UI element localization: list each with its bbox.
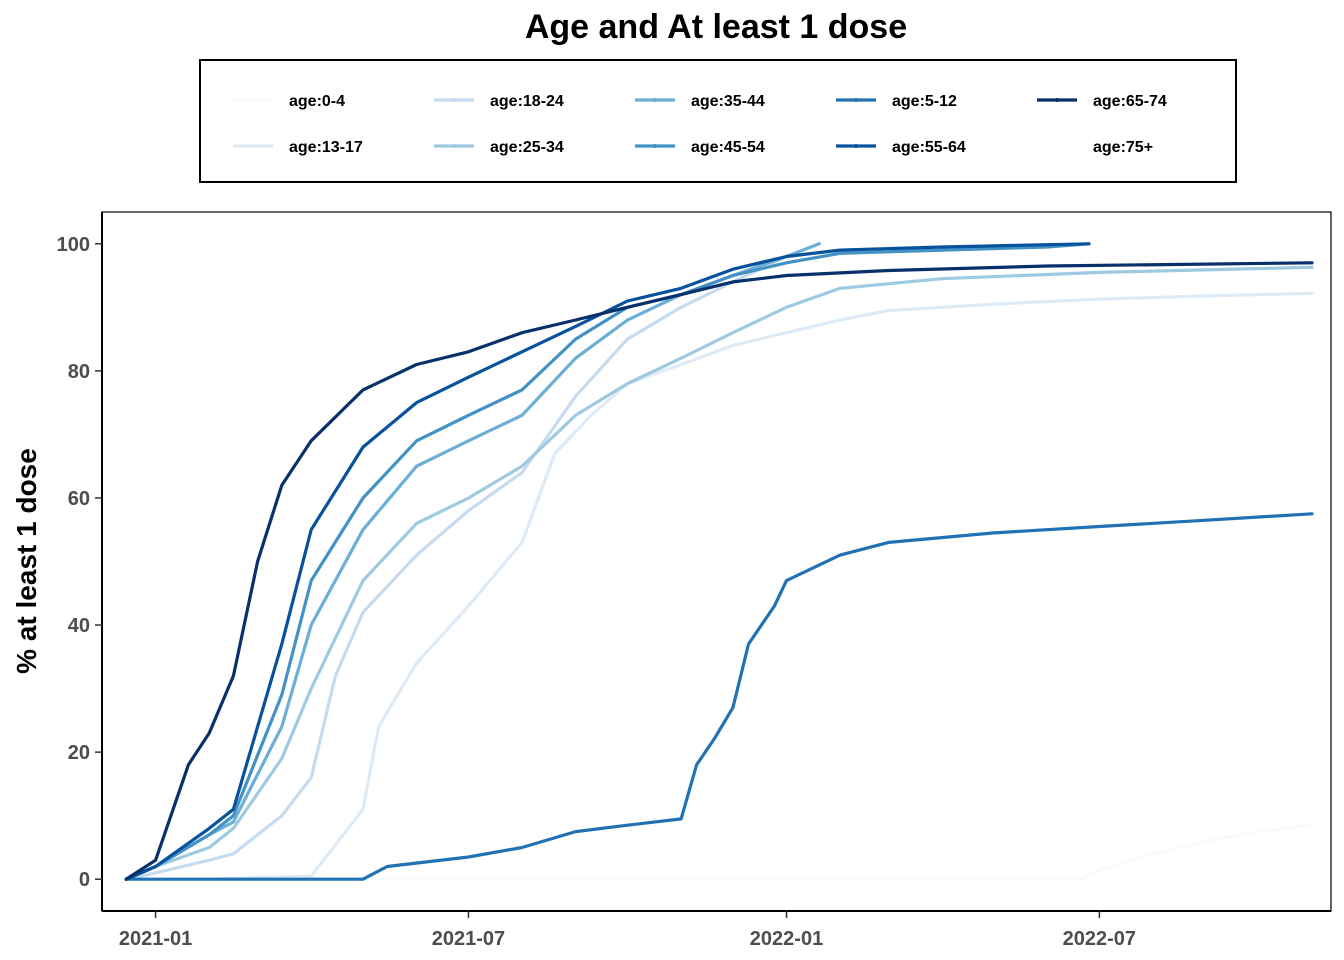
y-tick-label: 40 <box>68 615 90 637</box>
series-line-3 <box>124 265 1314 881</box>
legend-item: age:65-74 <box>1037 93 1167 110</box>
legend-item: age:18-24 <box>434 93 564 110</box>
y-ticks: 0 20 40 60 80 100 <box>57 234 102 891</box>
legend-key-point <box>452 98 456 102</box>
legend-item: age:0-4 <box>233 93 345 110</box>
legend-label: age:0-4 <box>289 93 345 110</box>
legend-label: age:65-74 <box>1093 93 1167 110</box>
legend-item: age:75+ <box>1093 139 1153 156</box>
series-line-4 <box>124 242 821 881</box>
legend-label: age:13-17 <box>289 139 363 156</box>
y-tick-label: 80 <box>68 361 90 383</box>
chart-title: Age and At least 1 dose <box>525 8 907 46</box>
legend-key-point <box>854 98 858 102</box>
series-line-1 <box>124 291 1314 881</box>
legend-label: age:18-24 <box>490 93 564 110</box>
legend-label: age:55-64 <box>892 139 966 156</box>
legend-key-point <box>1055 98 1059 102</box>
legend-label: age:75+ <box>1093 139 1153 156</box>
x-ticks: 2021-01 2021-07 2022-01 2022-07 <box>119 911 1136 950</box>
x-tick-label: 2021-01 <box>119 928 192 950</box>
y-tick-label: 60 <box>68 488 90 510</box>
legend-label: age:5-12 <box>892 93 957 110</box>
x-tick-label: 2021-07 <box>432 928 505 950</box>
legend-label: age:35-44 <box>691 93 765 110</box>
legend-item: age:45-54 <box>635 139 765 156</box>
legend-key-point <box>653 144 657 148</box>
legend-key-point <box>251 144 255 148</box>
legend-label: age:45-54 <box>691 139 765 156</box>
series-line-0 <box>124 823 1314 881</box>
legend-label: age:25-34 <box>490 139 564 156</box>
legend-key-point <box>452 144 456 148</box>
series-line-7 <box>124 242 1091 881</box>
series-line-6 <box>124 512 1314 881</box>
legend-key-point <box>854 144 858 148</box>
legend: age:0-4 age:13-17 age:18-24 age:25-34 age:35… <box>233 93 1167 156</box>
legend-item: age:55-64 <box>836 139 966 156</box>
y-tick-label: 20 <box>68 742 90 764</box>
x-tick-label: 2022-07 <box>1063 928 1136 950</box>
legend-key-point <box>251 98 255 102</box>
series-line-2 <box>124 242 821 881</box>
legend-item: age:13-17 <box>233 139 363 156</box>
y-tick-label: 100 <box>57 234 90 256</box>
series-line-8 <box>124 261 1314 881</box>
series-layer <box>124 242 1314 881</box>
legend-key-point <box>653 98 657 102</box>
legend-item: age:25-34 <box>434 139 564 156</box>
x-tick-label: 2022-01 <box>750 928 823 950</box>
legend-box <box>199 59 1237 183</box>
plot-panel-border <box>101 211 1332 912</box>
y-axis-label: % at least 1 dose <box>11 448 42 674</box>
legend-item: age:5-12 <box>836 93 957 110</box>
legend-item: age:35-44 <box>635 93 765 110</box>
y-tick-label: 0 <box>79 869 90 891</box>
series-line-5 <box>124 242 1091 881</box>
